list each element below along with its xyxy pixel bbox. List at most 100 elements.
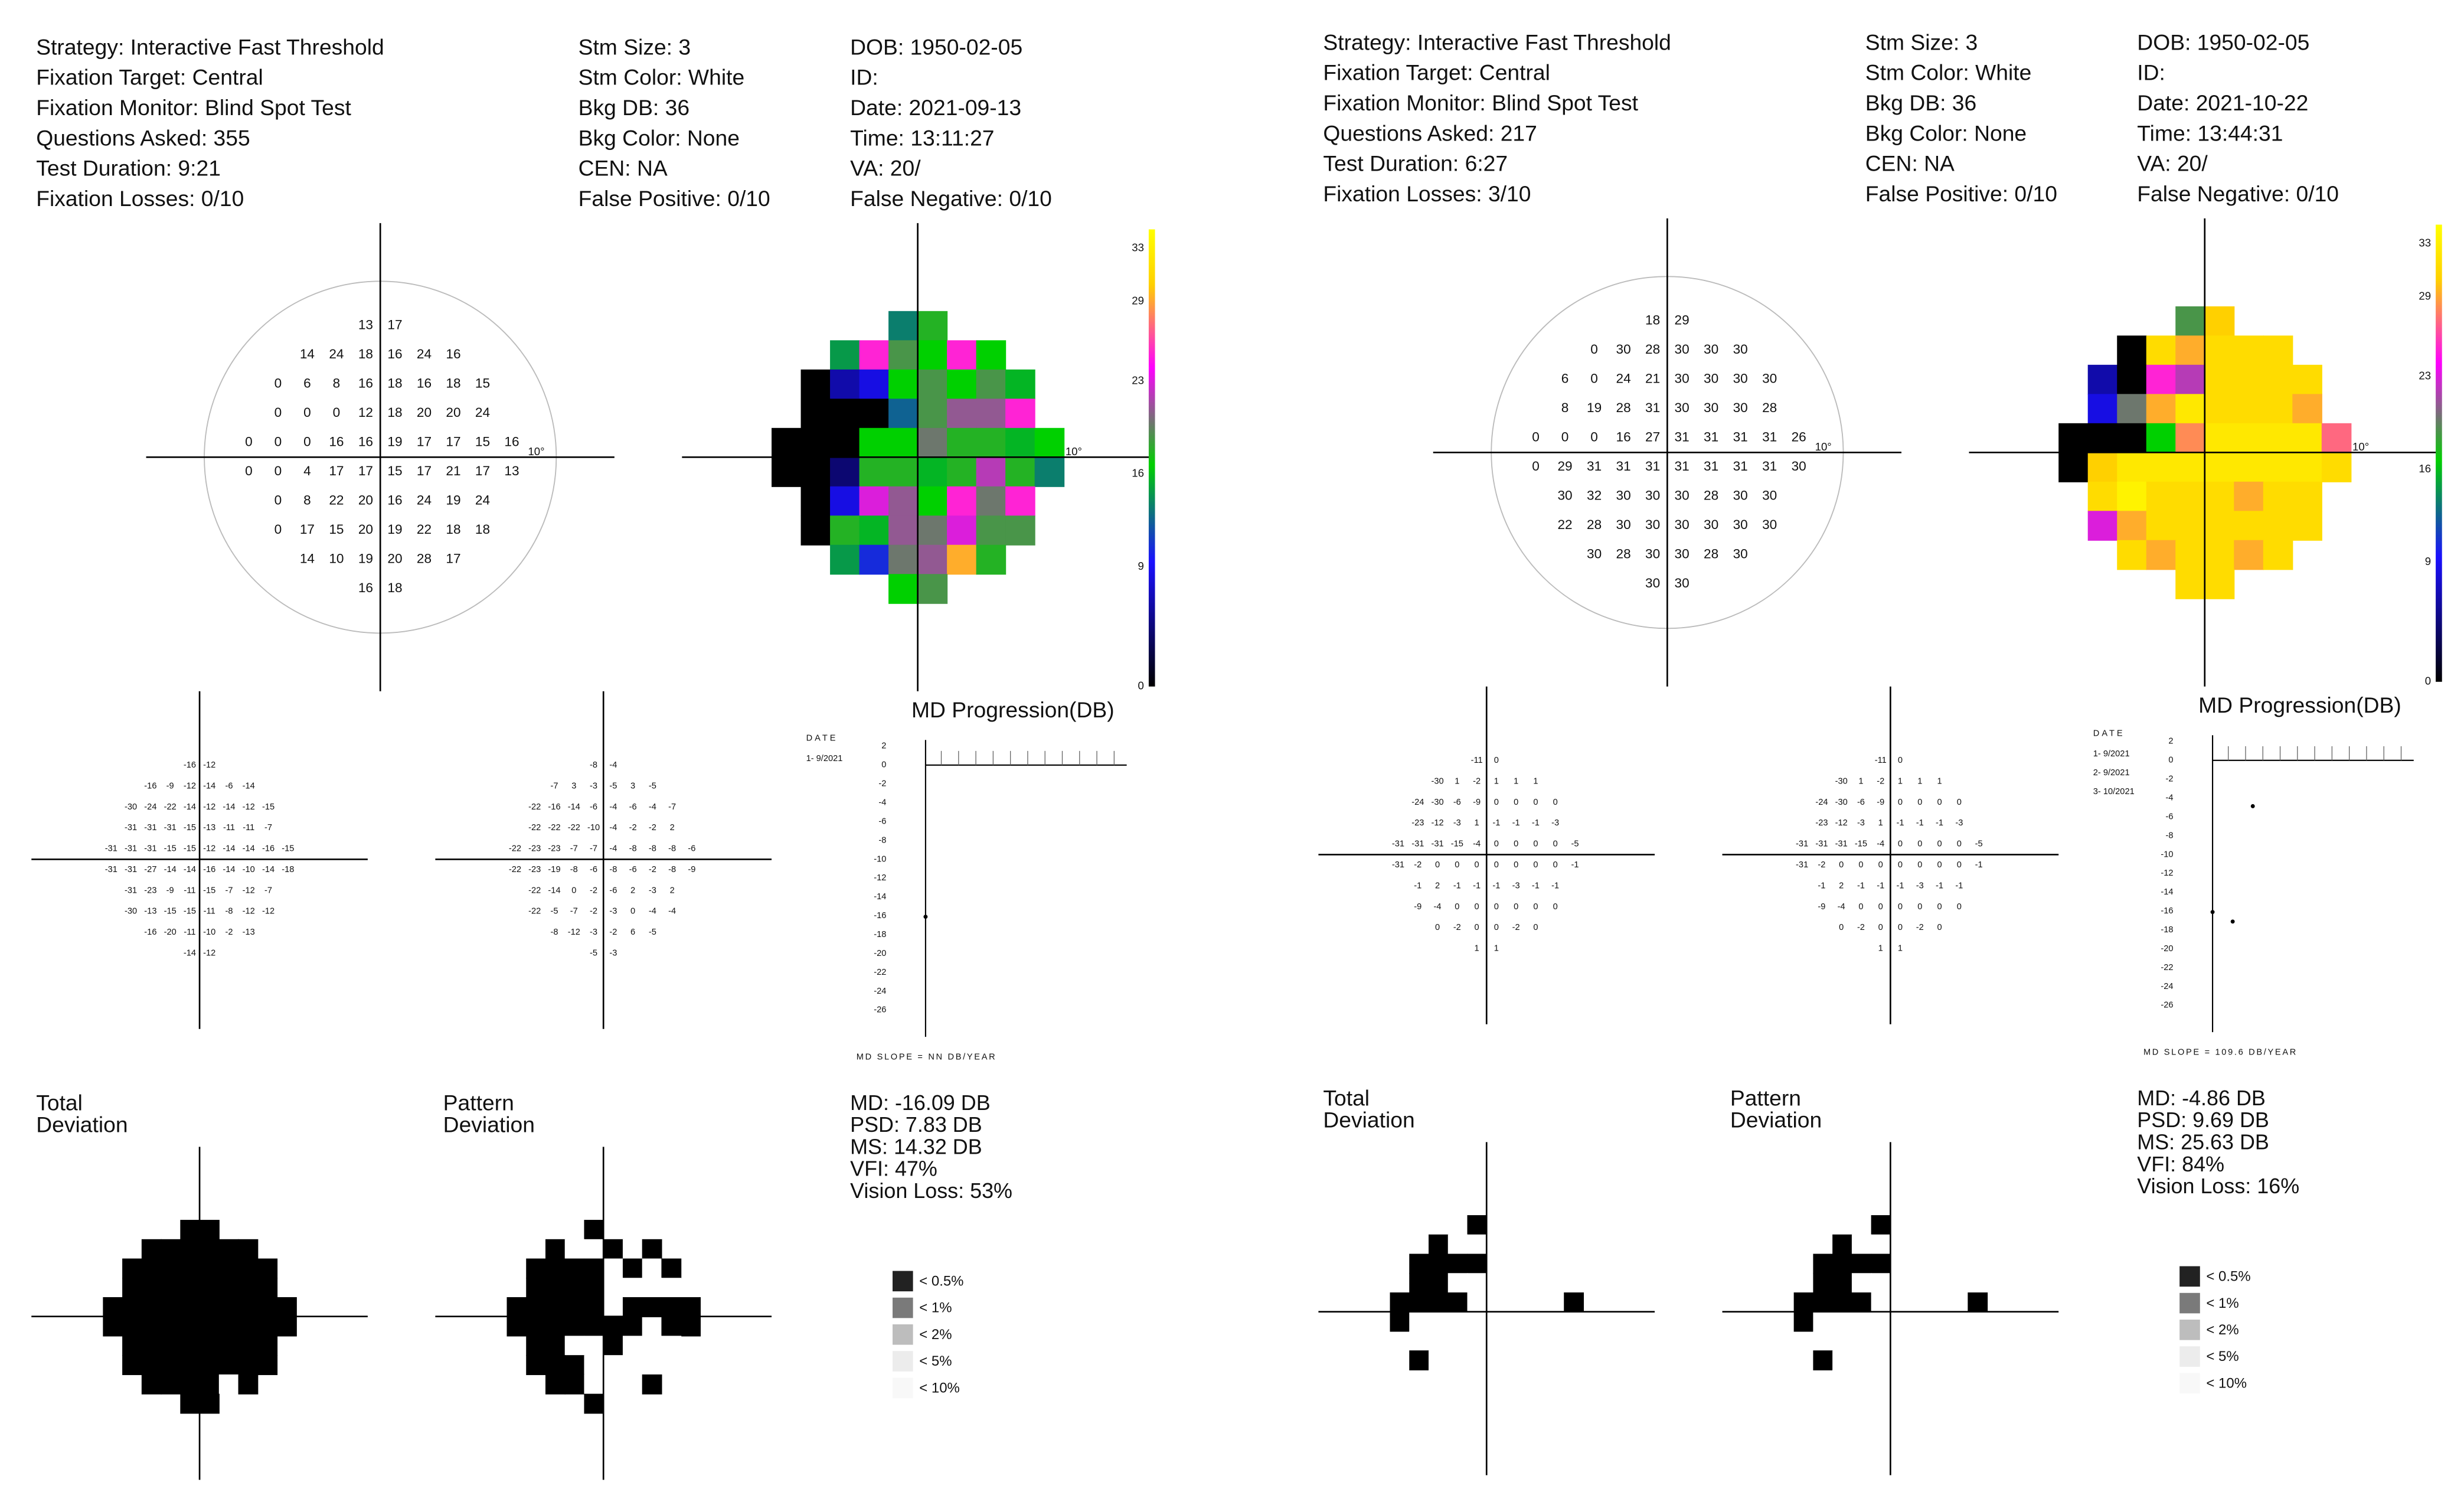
deviation-value: -4 xyxy=(668,907,676,916)
probability-cell xyxy=(238,1297,259,1317)
heatmap-cell xyxy=(947,457,977,487)
deviation-value: -11 xyxy=(184,886,195,895)
heatmap-cell xyxy=(859,427,890,458)
probability-cell xyxy=(180,1258,201,1279)
threshold-value: 17 xyxy=(300,522,315,537)
heatmap-cell xyxy=(2263,481,2293,512)
deviation-value: 0 xyxy=(1957,840,1962,849)
probability-cell xyxy=(642,1278,662,1298)
threshold-value: 13 xyxy=(358,318,373,332)
header-field: DOB: 1950-02-05 xyxy=(2137,30,2309,54)
probability-cell xyxy=(200,1336,220,1356)
probability-cell xyxy=(1525,1331,1545,1351)
y-tick-label: -26 xyxy=(2161,1001,2173,1010)
heatmap-cell xyxy=(2204,569,2235,599)
header-field: False Positive: 0/10 xyxy=(1865,181,2057,206)
threshold-value: 16 xyxy=(358,376,373,391)
threshold-value: 0 xyxy=(1532,430,1540,445)
probability-cell xyxy=(1486,1234,1507,1255)
deviation-value: 1 xyxy=(1898,944,1903,954)
threshold-value: 28 xyxy=(1704,488,1718,503)
probability-cell xyxy=(1505,1350,1526,1370)
probability-cell xyxy=(1929,1253,1949,1274)
probability-cell xyxy=(526,1258,547,1279)
probability-cell xyxy=(642,1355,662,1375)
threshold-value: 28 xyxy=(417,551,432,566)
deviation-value: 1 xyxy=(1878,818,1883,828)
probability-cell xyxy=(526,1336,547,1356)
header-field: False Negative: 0/10 xyxy=(850,186,1052,211)
deviation-value: 0 xyxy=(1475,860,1479,870)
deviation-value: -23 xyxy=(528,844,541,854)
legend-label: < 10% xyxy=(919,1380,960,1396)
probability-cell xyxy=(218,1258,239,1279)
deviation-value: -8 xyxy=(225,907,233,916)
legend-label: < 0.5% xyxy=(919,1274,963,1289)
heatmap-cell xyxy=(2292,452,2322,482)
probability-cell xyxy=(1890,1215,1911,1235)
heatmap-cell xyxy=(2175,335,2205,365)
degree-label: 10° xyxy=(528,445,544,458)
deviation-value: -8 xyxy=(590,760,597,770)
probability-cell xyxy=(200,1258,220,1279)
heatmap-cell xyxy=(2058,423,2089,453)
heatmap-cell xyxy=(2146,394,2177,424)
deviation-value: -19 xyxy=(548,865,560,874)
probability-cell xyxy=(1890,1389,1911,1409)
threshold-value: 29 xyxy=(1675,313,1689,328)
deviation-value: 0 xyxy=(1839,860,1844,870)
legend-label: < 2% xyxy=(2206,1322,2238,1338)
probability-cell xyxy=(1929,1350,1949,1370)
heatmap-cell xyxy=(888,311,919,341)
threshold-value: 0 xyxy=(303,405,311,420)
deviation-value: -1 xyxy=(1551,881,1559,890)
date-label: DATE xyxy=(806,733,838,743)
header-field: CEN: NA xyxy=(1865,151,1955,176)
probability-cell xyxy=(1813,1292,1834,1313)
md-point xyxy=(2230,919,2235,924)
deviation-value: -11 xyxy=(1471,756,1483,765)
deviation-value: -14 xyxy=(223,844,235,854)
deviation-value: 0 xyxy=(1898,756,1903,765)
probability-cell xyxy=(218,1278,239,1298)
threshold-value: 30 xyxy=(1675,546,1689,561)
deviation-value: -14 xyxy=(184,949,196,958)
probability-cell xyxy=(1486,1350,1507,1370)
probability-cell xyxy=(622,1355,643,1375)
deviation-value: 0 xyxy=(1917,860,1922,870)
probability-cell xyxy=(1429,1253,1449,1274)
heatmap-cell xyxy=(2175,394,2205,424)
header-field: Stm Size: 3 xyxy=(1865,30,1978,54)
probability-cell xyxy=(218,1374,239,1395)
deviation-value: -22 xyxy=(548,823,560,833)
deviation-value: -15 xyxy=(184,823,196,833)
deviation-value: -12 xyxy=(203,802,215,812)
deviation-value: -30 xyxy=(1431,798,1443,807)
deviation-value: 0 xyxy=(571,886,576,895)
threshold-value: 6 xyxy=(303,376,311,391)
probability-cell xyxy=(218,1239,239,1259)
probability-cell xyxy=(1525,1292,1545,1313)
heatmap-cell xyxy=(2204,511,2235,541)
threshold-value: 30 xyxy=(1792,459,1806,474)
threshold-value: 30 xyxy=(1733,342,1748,357)
deviation-value: 0 xyxy=(1494,756,1499,765)
probability-cell xyxy=(622,1297,643,1317)
deviation-value: -8 xyxy=(609,865,617,874)
threshold-value: 31 xyxy=(1675,459,1689,474)
header-field: Stm Color: White xyxy=(1865,60,2032,85)
section-label: Deviation xyxy=(36,1112,128,1137)
threshold-value: 18 xyxy=(358,347,373,361)
threshold-value: 31 xyxy=(1733,430,1748,445)
threshold-value: 28 xyxy=(1704,546,1718,561)
heatmap-cell xyxy=(2292,364,2322,395)
probability-cell xyxy=(1505,1234,1526,1255)
probability-cell xyxy=(642,1374,662,1395)
deviation-value: -4 xyxy=(609,802,617,812)
header-field: ID: xyxy=(850,65,878,90)
probability-cell xyxy=(161,1239,181,1259)
probability-cell xyxy=(1544,1273,1565,1294)
probability-cell xyxy=(1929,1292,1949,1313)
threshold-value: 20 xyxy=(387,551,402,566)
probability-cell xyxy=(1505,1292,1526,1313)
